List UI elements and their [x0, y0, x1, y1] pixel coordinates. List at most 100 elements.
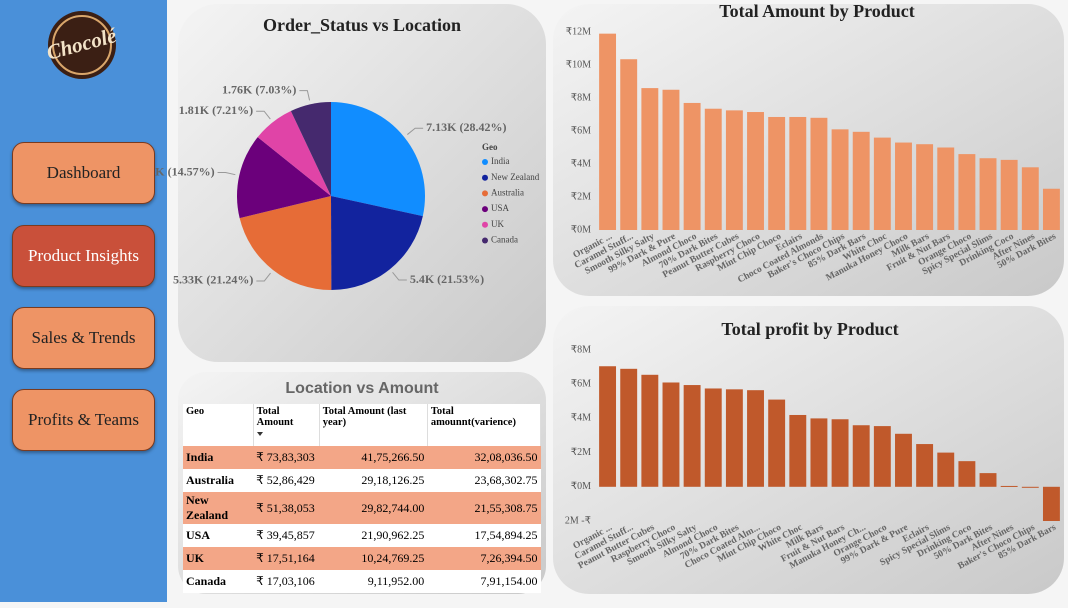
y-tick-label: ₹12M — [566, 26, 591, 37]
column-header: Total Amount (last year) — [319, 404, 428, 446]
table-cell: ₹ 51,38,053 — [253, 492, 320, 524]
data-label: 7.13K (28.42%) — [426, 120, 506, 134]
table-row: New Zealand ₹ 51,38,053 29,82,744.00 21,55,… — [183, 492, 541, 524]
table-row: USA ₹ 39,45,857 21,90,962.25 17,54,894.25 — [183, 524, 541, 547]
y-tick-label: ₹4M — [571, 158, 591, 169]
bar — [683, 385, 701, 487]
legend-label: UK — [491, 219, 504, 229]
bar — [810, 117, 828, 230]
bar — [810, 418, 828, 487]
table-body: India ₹ 73,83,303 41,75,266.50 32,08,036.50… — [183, 446, 541, 593]
table-cell: New Zealand — [183, 492, 254, 524]
leader-line — [217, 172, 236, 176]
bar — [768, 116, 786, 230]
pie-slice — [257, 110, 331, 196]
bar — [1000, 159, 1018, 230]
pie-slice — [239, 196, 332, 290]
y-tick-label: ₹10M — [566, 59, 591, 70]
bar — [704, 388, 722, 487]
nav-button[interactable]: Profits & Teams — [12, 389, 155, 451]
data-label: 1.76K (7.03%) — [222, 82, 296, 96]
table-cell: USA — [183, 524, 254, 547]
bar — [1042, 188, 1060, 230]
sort-indicator[interactable] — [256, 432, 263, 436]
table-cell: India — [183, 446, 254, 469]
legend-label: New Zealand — [491, 172, 540, 182]
y-tick-label: 2M -₹ — [565, 515, 591, 526]
bar — [704, 108, 722, 230]
y-tick-label: ₹6M — [571, 378, 591, 389]
bar — [1000, 485, 1018, 487]
legend-swatch — [482, 206, 488, 213]
bar — [789, 414, 807, 487]
bar — [725, 389, 743, 487]
leader-line — [299, 90, 311, 101]
nav-button[interactable]: Product Insights — [12, 225, 155, 287]
bar — [831, 129, 849, 230]
bar — [958, 461, 976, 487]
bar — [725, 110, 743, 230]
bar — [641, 374, 659, 487]
pie-slice — [331, 196, 423, 290]
nav-button[interactable]: Sales & Trends — [12, 307, 155, 369]
bar — [873, 137, 891, 230]
bar — [852, 131, 870, 230]
y-tick-label: ₹2M — [571, 191, 591, 202]
bar — [620, 368, 638, 487]
bar — [979, 473, 997, 487]
bar — [747, 112, 764, 230]
data-label: 5.33K (21.24%) — [173, 273, 253, 287]
bar — [599, 366, 617, 487]
legend-swatch — [482, 190, 488, 197]
table-cell: 10,24,769.25 — [319, 547, 428, 570]
table-cell: 32,08,036.50 — [427, 446, 541, 469]
y-tick-label: ₹0M — [571, 481, 591, 492]
bar — [768, 399, 786, 487]
bar — [1021, 167, 1039, 230]
column-header: Total amounnt(varience) — [427, 404, 542, 446]
table-cell: 21,90,962.25 — [319, 524, 428, 547]
table-cell: ₹ 39,45,857 — [253, 524, 320, 547]
bar — [937, 147, 955, 230]
column-header: Geo — [183, 404, 254, 446]
table-cell: 29,82,744.00 — [319, 492, 428, 524]
table-row: India ₹ 73,83,303 41,75,266.50 32,08,036.50 — [183, 446, 541, 469]
leader-line — [256, 110, 271, 120]
table-cell: ₹ 17,03,106 — [253, 570, 320, 593]
bar — [1042, 486, 1060, 521]
table-cell: 23,68,302.75 — [427, 469, 541, 492]
table: Geo Total Amount Total Amount (last year) T… — [183, 404, 542, 593]
bar — [662, 89, 680, 230]
pie-slice — [236, 137, 331, 219]
table-cell: ₹ 17,51,164 — [253, 547, 320, 570]
bar — [831, 419, 849, 487]
chart-title: Order_Status vs Location — [263, 15, 461, 35]
sidebar — [0, 0, 167, 602]
table-cell: 41,75,266.50 — [319, 446, 428, 469]
leader-line — [256, 272, 271, 282]
y-tick-label: ₹4M — [571, 413, 591, 424]
bar — [683, 102, 701, 230]
y-tick-label: ₹2M — [571, 447, 591, 458]
pie-slice — [331, 102, 425, 217]
legend-swatch — [482, 159, 488, 165]
pie-slice — [290, 102, 331, 196]
bar — [873, 426, 891, 487]
bar — [937, 452, 955, 487]
legend-label: India — [491, 156, 510, 166]
table-cell: 29,18,126.25 — [319, 469, 428, 492]
table-cell: 9,11,952.00 — [319, 570, 428, 593]
bar — [620, 59, 638, 230]
logo-badge — [48, 11, 116, 79]
table-cell: 7,26,394.50 — [427, 547, 541, 570]
logo-ring — [52, 15, 112, 75]
table-cell: Canada — [183, 570, 254, 593]
table-cell: ₹ 73,83,303 — [253, 446, 320, 469]
nav-button[interactable]: Dashboard — [12, 142, 155, 204]
table-cell: 21,55,308.75 — [427, 492, 541, 524]
bar — [895, 142, 912, 230]
bar — [1021, 486, 1039, 488]
table-cell: Australia — [183, 469, 254, 492]
legend-label: USA — [491, 203, 510, 213]
